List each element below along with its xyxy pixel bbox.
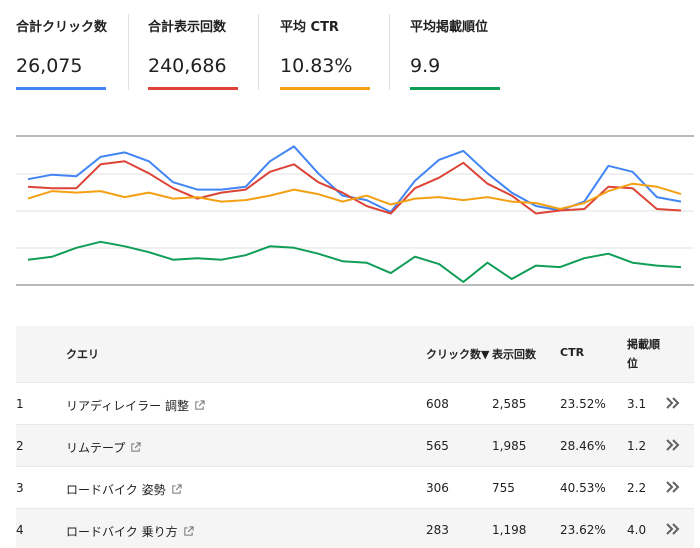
performance-chart — [16, 130, 694, 292]
chevron-right-double-icon[interactable] — [664, 395, 682, 411]
position-cell: 2.2 — [627, 481, 647, 495]
query-cell[interactable]: リムテープ — [66, 439, 141, 456]
table-row[interactable]: 3 ロードバイク 姿勢 306 755 40.53% 2.2 — [16, 466, 694, 508]
query-cell[interactable]: リアディレイラー 調整 — [66, 397, 205, 414]
metric-color-bar — [280, 87, 370, 90]
column-header-ctr[interactable]: CTR — [560, 346, 585, 359]
series-line-1 — [27, 160, 682, 215]
table-row[interactable]: 4 ロードバイク 乗り方 283 1,198 23.62% 4.0 — [16, 508, 694, 548]
query-cell[interactable]: ロードバイク 乗り方 — [66, 523, 194, 540]
position-cell: 4.0 — [627, 523, 647, 537]
ctr-cell: 28.46% — [560, 439, 606, 453]
impressions-cell: 755 — [492, 481, 515, 495]
metric-color-bar — [410, 87, 500, 90]
impressions-cell: 2,585 — [492, 397, 527, 411]
impressions-cell: 1,198 — [492, 523, 527, 537]
chevron-right-double-icon[interactable] — [664, 521, 682, 537]
query-text: ロードバイク 乗り方 — [66, 525, 178, 539]
ctr-cell: 23.52% — [560, 397, 606, 411]
metric-color-bar — [148, 87, 238, 90]
query-text: リムテープ — [66, 441, 126, 455]
line-chart — [16, 135, 694, 286]
external-link-icon[interactable] — [171, 484, 182, 495]
series-line-3 — [27, 240, 682, 283]
divider — [128, 14, 129, 90]
metric-card-ctr[interactable]: 平均 CTR 10.83% — [280, 0, 390, 110]
clicks-cell: 306 — [426, 481, 449, 495]
metric-value: 10.83% — [280, 55, 353, 77]
divider — [389, 14, 390, 90]
table-row[interactable]: 1 リアディレイラー 調整 608 2,585 23.52% 3.1 — [16, 382, 694, 424]
table-header: クエリ クリック数▼ 表示回数 CTR 掲載順 位 — [16, 326, 694, 382]
clicks-cell: 283 — [426, 523, 449, 537]
impressions-cell: 1,985 — [492, 439, 527, 453]
ctr-cell: 23.62% — [560, 523, 606, 537]
chevron-right-double-icon[interactable] — [664, 437, 682, 453]
chevron-right-double-icon[interactable] — [664, 479, 682, 495]
position-cell: 3.1 — [627, 397, 647, 411]
metric-label: 平均 CTR — [280, 20, 339, 35]
ctr-cell: 40.53% — [560, 481, 606, 495]
metric-label: 合計クリック数 — [16, 20, 108, 35]
row-index: 4 — [16, 523, 24, 537]
row-index: 2 — [16, 439, 24, 453]
metric-label: 平均掲載順位 — [410, 20, 489, 35]
metric-value: 26,075 — [16, 55, 83, 77]
query-text: リアディレイラー 調整 — [66, 399, 189, 413]
column-header-clicks[interactable]: クリック数▼ — [426, 348, 490, 361]
query-cell[interactable]: ロードバイク 姿勢 — [66, 481, 182, 498]
external-link-icon[interactable] — [194, 400, 205, 411]
column-header-position[interactable]: 掲載順 — [627, 338, 660, 351]
query-table: クエリ クリック数▼ 表示回数 CTR 掲載順 位 1 リアディレイラー 調整 … — [16, 326, 694, 548]
external-link-icon[interactable] — [183, 526, 194, 537]
row-index: 1 — [16, 397, 24, 411]
metric-card-clicks[interactable]: 合計クリック数 26,075 — [16, 0, 129, 110]
position-cell: 1.2 — [627, 439, 647, 453]
external-link-icon[interactable] — [130, 442, 141, 453]
metric-value: 240,686 — [148, 55, 227, 77]
table-row[interactable]: 2 リムテープ 565 1,985 28.46% 1.2 — [16, 424, 694, 466]
column-header-position-line2: 位 — [627, 357, 638, 370]
metric-label: 合計表示回数 — [148, 20, 227, 35]
series-line-0 — [27, 145, 682, 213]
column-header-impressions[interactable]: 表示回数 — [492, 348, 536, 361]
clicks-cell: 608 — [426, 397, 449, 411]
series-line-2 — [27, 182, 682, 210]
row-index: 3 — [16, 481, 24, 495]
query-text: ロードバイク 姿勢 — [66, 483, 166, 497]
metric-card-position[interactable]: 平均掲載順位 9.9 — [410, 0, 520, 110]
column-header-query[interactable]: クエリ — [66, 348, 99, 361]
divider — [258, 14, 259, 90]
metric-color-bar — [16, 87, 106, 90]
clicks-cell: 565 — [426, 439, 449, 453]
metric-value: 9.9 — [410, 55, 441, 77]
metric-card-impressions[interactable]: 合計表示回数 240,686 — [148, 0, 259, 110]
metric-cards: 合計クリック数 26,075 合計表示回数 240,686 平均 CTR 10.… — [0, 0, 700, 110]
